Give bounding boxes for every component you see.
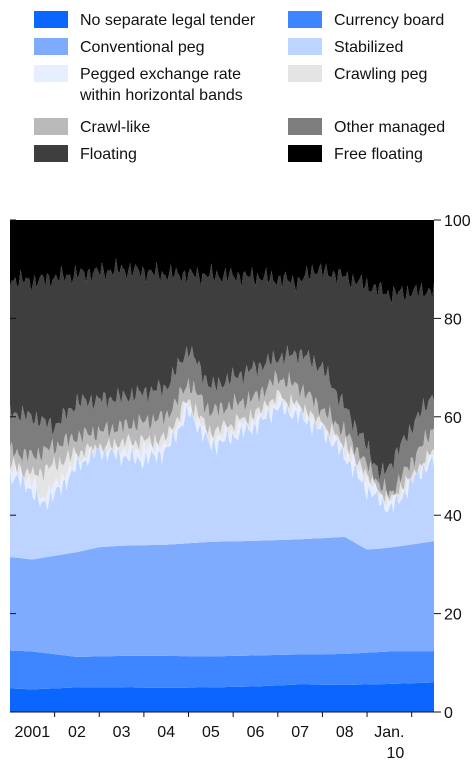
legend-item: Crawling peg (288, 64, 427, 85)
area-series (10, 398, 434, 560)
legend-swatch (34, 145, 68, 162)
area-series (10, 390, 434, 507)
x-tick-label: 02 (68, 724, 86, 741)
legend-item: No separate legal tender (34, 10, 255, 31)
legend-label: Free floating (334, 146, 423, 163)
legend-item: Free floating (288, 144, 423, 165)
area-series (10, 393, 434, 513)
y-tick-label: 0 (444, 705, 453, 722)
legend-swatch (288, 118, 322, 135)
legend-label: Conventional peg (80, 39, 205, 56)
x-tick-label: 2001 (15, 724, 51, 741)
y-tick-label: 20 (444, 607, 462, 624)
y-tick-label: 60 (444, 410, 462, 427)
legend-swatch (34, 11, 68, 28)
area-series (10, 257, 434, 480)
x-tick-label: 08 (336, 724, 354, 741)
legend-label: Crawl-like (80, 119, 151, 136)
y-tick-label: 80 (444, 311, 462, 328)
area-series (10, 345, 434, 498)
y-tick-label: 40 (444, 508, 462, 525)
legend-item: Stabilized (288, 37, 403, 58)
area-series (10, 650, 434, 690)
legend-swatch (34, 118, 68, 135)
legend-swatch (288, 11, 322, 28)
legend-item: Other managed (288, 117, 445, 138)
legend: No separate legal tender Currency board Co… (0, 0, 474, 180)
legend-swatch (288, 145, 322, 162)
legend-label: Stabilized (334, 39, 404, 56)
legend-swatch (34, 38, 68, 55)
legend-item: Conventional peg (34, 37, 205, 58)
legend-item: Pegged exchange rate within horizontal b… (34, 64, 243, 106)
x-tick-label: Jan. 10 (374, 724, 404, 760)
x-tick-label: 05 (202, 724, 220, 741)
x-tick-label: 03 (113, 724, 131, 741)
legend-swatch (34, 65, 68, 82)
legend-swatch (288, 38, 322, 55)
legend-label: Crawling peg (334, 66, 428, 83)
legend-item: Floating (34, 144, 137, 165)
legend-label: Pegged exchange rate within horizontal b… (80, 66, 243, 104)
area-series (10, 682, 434, 712)
legend-swatch (288, 65, 322, 82)
x-tick-label: 04 (157, 724, 175, 741)
legend-label: No separate legal tender (80, 12, 256, 29)
legend-item: Crawl-like (34, 117, 150, 138)
area-series (10, 536, 434, 657)
area-series (10, 220, 434, 304)
legend-label: Floating (80, 146, 137, 163)
area-series (10, 370, 434, 503)
legend-label: Currency board (334, 12, 445, 29)
x-tick-label: 06 (247, 724, 265, 741)
legend-label: Other managed (334, 119, 446, 136)
x-tick-label: 07 (291, 724, 309, 741)
y-tick-label: 100 (444, 213, 471, 230)
legend-item: Currency board (288, 10, 444, 31)
